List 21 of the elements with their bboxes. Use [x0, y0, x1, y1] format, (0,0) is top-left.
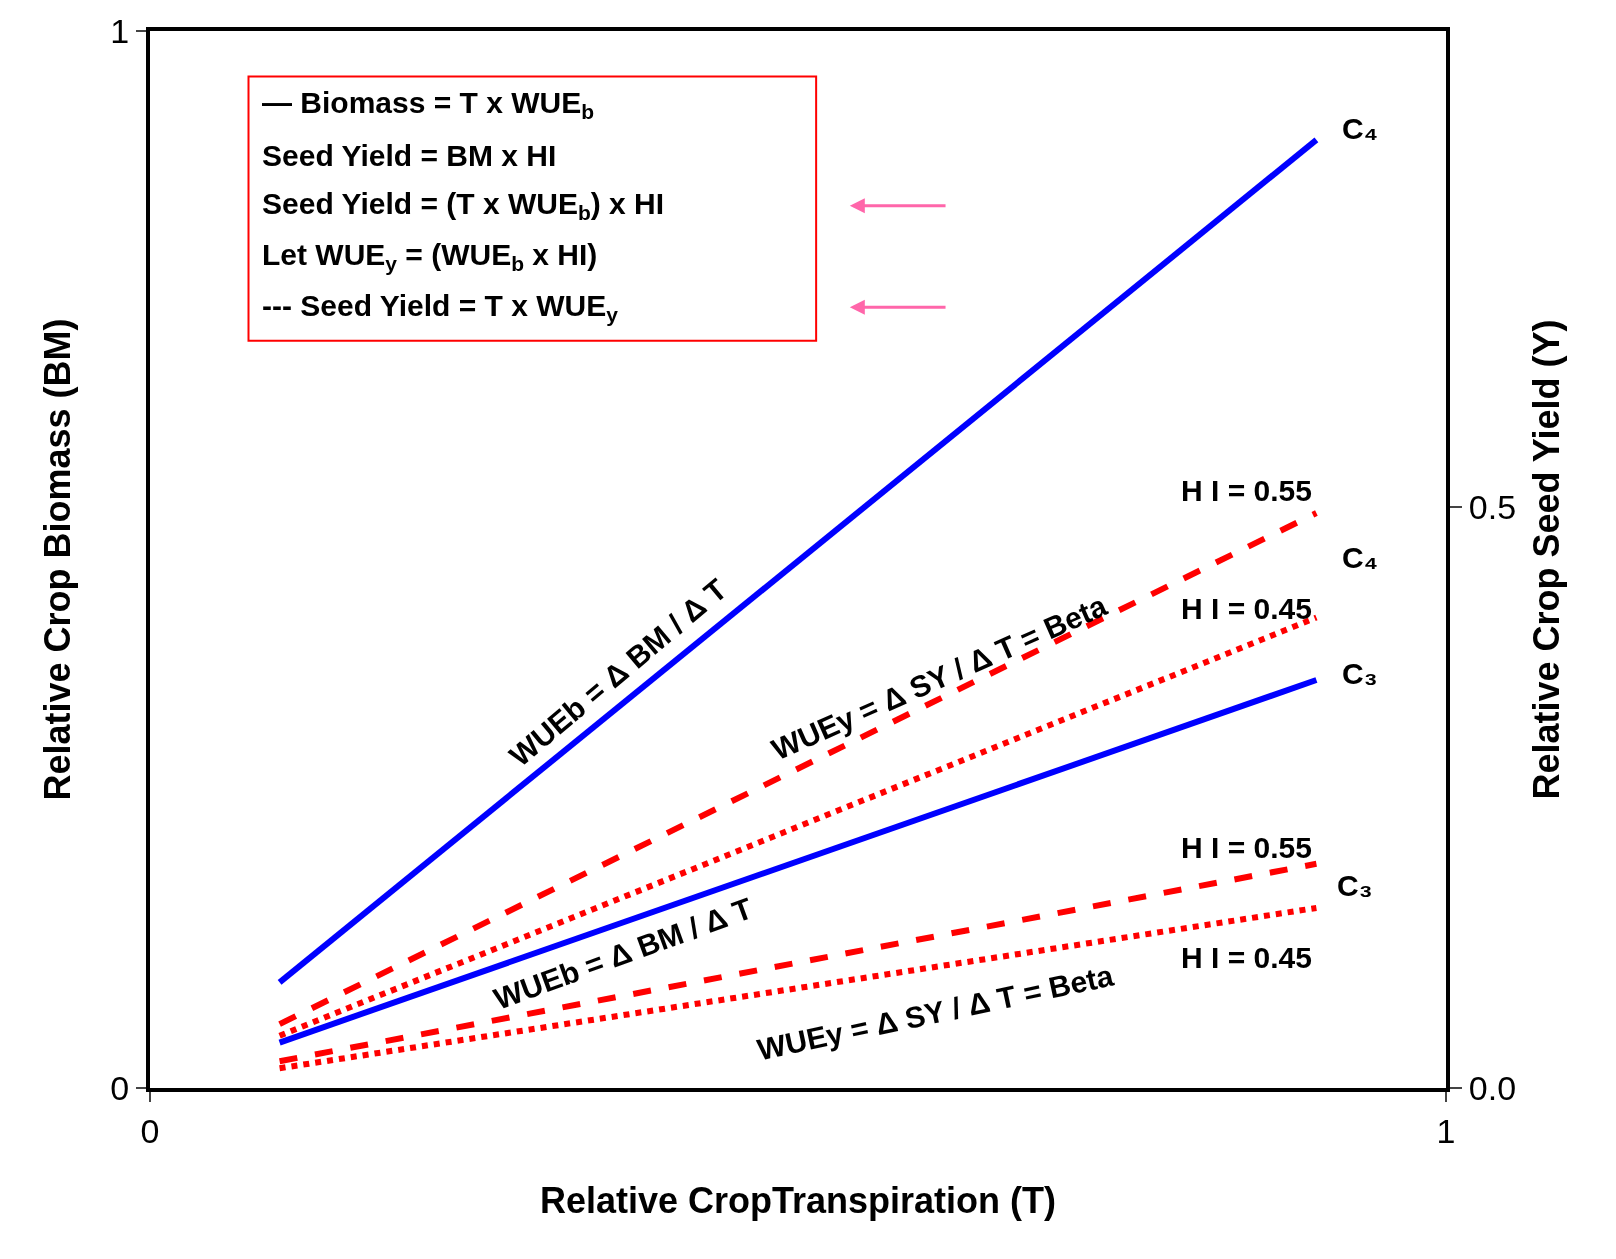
- annotation: H I = 0.45: [1181, 592, 1312, 625]
- annotation: C₃: [1342, 657, 1378, 690]
- annotation: Seed Yield = BM x HI: [262, 139, 557, 172]
- annotation: WUEy = Δ SY / Δ T = Beta: [754, 958, 1117, 1067]
- y2-tick-label: 0.0: [1468, 1068, 1517, 1107]
- annotation: — Biomass = T x WUE$_{b}$: [262, 86, 595, 124]
- annotation: C₄: [1342, 112, 1378, 145]
- annotation: WUEy = Δ SY / Δ T = Beta: [766, 588, 1112, 767]
- annotation: C₃: [1337, 869, 1373, 902]
- annotation: H I = 0.45: [1181, 941, 1312, 974]
- y2-tick-label: 0.5: [1468, 488, 1517, 527]
- annotation: WUEb = Δ BM / Δ T: [489, 891, 757, 1016]
- annotation: Seed Yield = (T x WUE$_{b}$) x HI: [262, 187, 665, 225]
- y-axis-title: Relative Crop Biomass (BM): [36, 318, 78, 801]
- annotation: --- Seed Yield = T x WUE$_{y}$: [262, 289, 619, 327]
- x-axis-title: Relative CropTranspiration (T): [539, 1180, 1057, 1221]
- annotation: H I = 0.55: [1181, 474, 1312, 507]
- annotation: H I = 0.55: [1181, 831, 1312, 864]
- annotation: C₄: [1342, 541, 1378, 574]
- y2-axis-title: Relative Crop Seed Yield (Y): [1526, 319, 1568, 800]
- annotation: Let WUE$_{y}$ = (WUE$_{b}$ x HI): [262, 238, 598, 276]
